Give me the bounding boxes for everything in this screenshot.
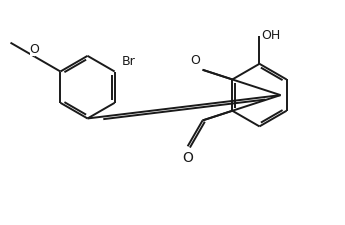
- Text: OH: OH: [262, 29, 281, 43]
- Text: O: O: [191, 54, 200, 67]
- Text: O: O: [182, 151, 193, 165]
- Text: Br: Br: [122, 55, 136, 68]
- Text: O: O: [30, 43, 40, 56]
